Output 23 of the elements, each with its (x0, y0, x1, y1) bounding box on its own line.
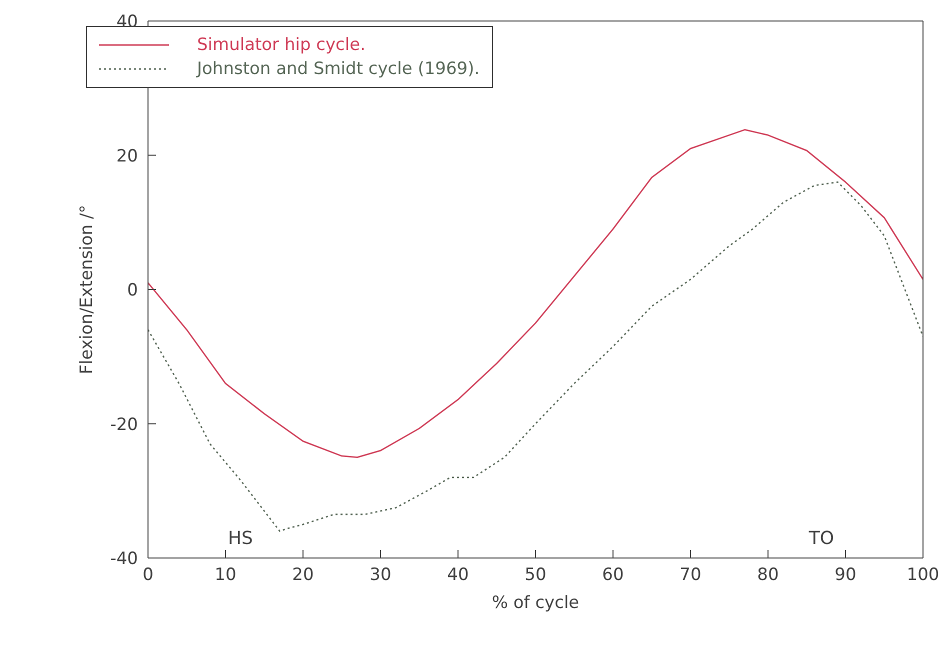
y-axis-title: Flexion/Extension /° (77, 204, 98, 374)
x-tick-label: 10 (214, 565, 236, 586)
legend-label: Simulator hip cycle. (197, 34, 366, 57)
y-tick-label: 0 (127, 280, 138, 301)
x-tick-label: 70 (680, 565, 702, 586)
x-axis-title: % of cycle (492, 593, 580, 613)
line-series (148, 181, 923, 532)
y-tick-label: -20 (110, 414, 138, 435)
x-tick-label: 80 (757, 565, 779, 586)
x-tick-label: 50 (524, 565, 546, 586)
y-tick-label: -40 (110, 549, 138, 570)
y-tick-label: 20 (116, 146, 138, 166)
x-tick-label: 30 (370, 565, 392, 586)
annotation: TO (808, 528, 834, 549)
x-tick-label: 0 (142, 565, 154, 586)
x-tick-label: 90 (834, 565, 856, 586)
x-tick-label: 40 (447, 565, 469, 586)
x-tick-label: 60 (602, 565, 624, 586)
legend-label: Johnston and Smidt cycle (1969). (197, 58, 480, 81)
line-series (148, 129, 923, 458)
x-tick-label: 20 (292, 565, 314, 586)
x-tick-label: 100 (906, 565, 940, 586)
annotation: HS (228, 528, 253, 549)
